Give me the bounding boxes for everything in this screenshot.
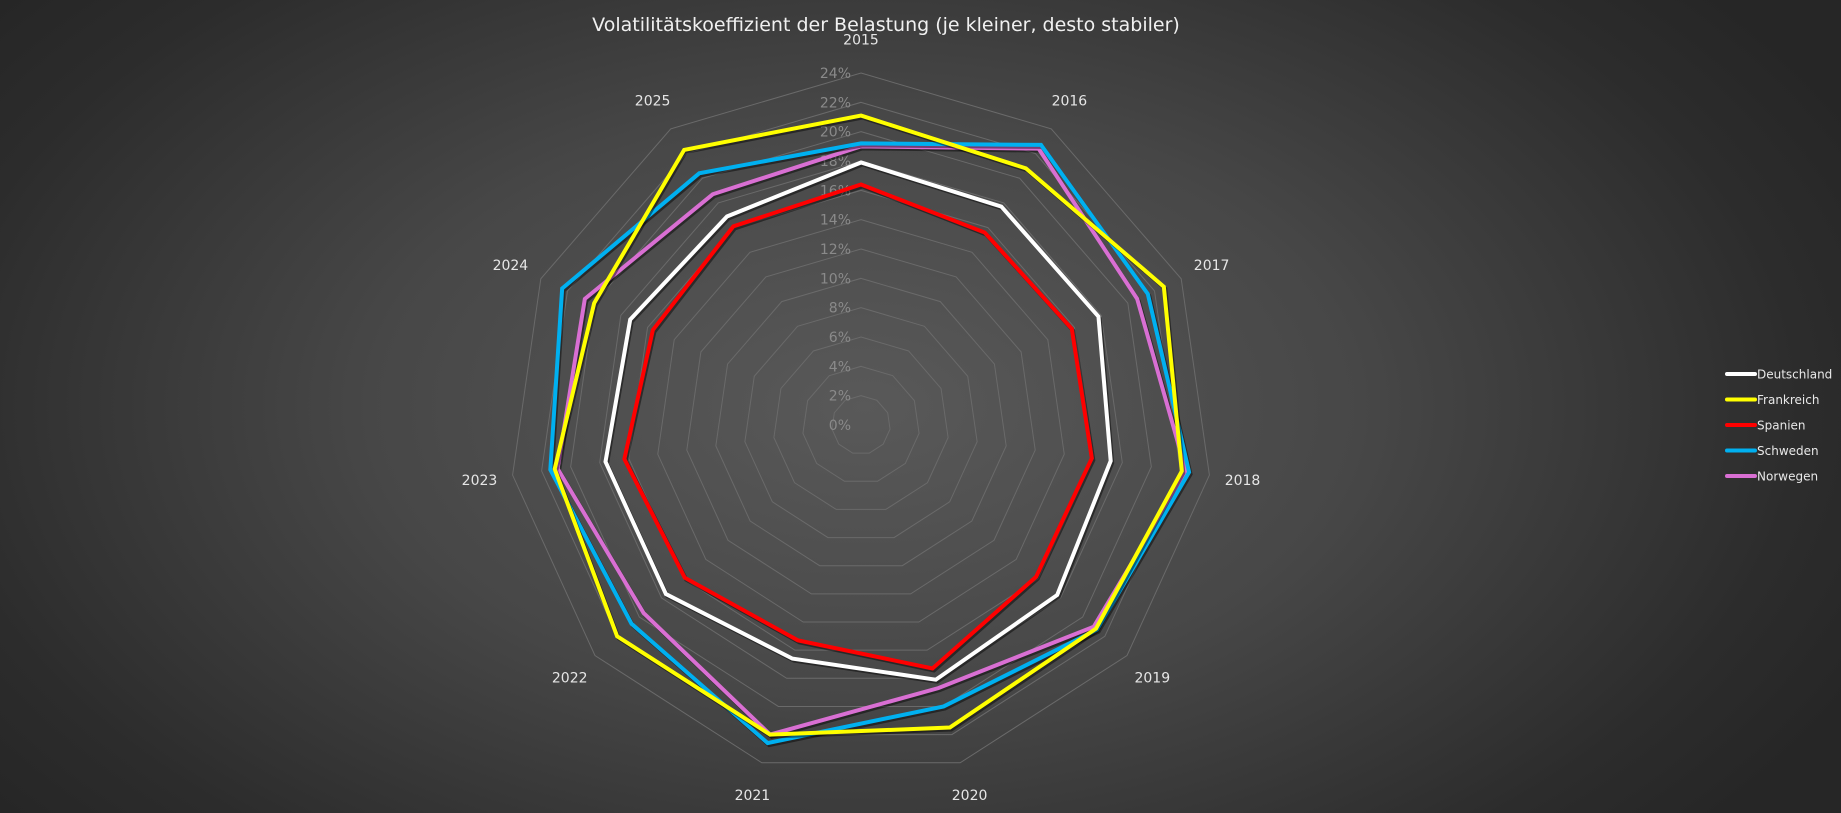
tick-label: 2%	[829, 389, 851, 405]
category-label: 2022	[552, 670, 588, 686]
category-label: 2017	[1194, 258, 1230, 274]
series-line-spanien	[622, 182, 1094, 671]
category-label: 2025	[635, 94, 671, 110]
grid-ring	[744, 307, 978, 539]
legend-label: Spanien	[1757, 419, 1806, 433]
grid-ring	[715, 277, 1007, 567]
grid-ring	[657, 219, 1065, 623]
grid-ring	[512, 72, 1210, 764]
radar-grid	[512, 72, 1210, 764]
series-shadow	[623, 184, 1096, 673]
category-label: 2021	[735, 788, 771, 804]
tick-label: 8%	[829, 301, 851, 317]
grid-ring	[773, 336, 949, 510]
category-label: 2020	[952, 788, 988, 804]
grid-ring	[686, 248, 1036, 595]
series-line-schweden	[548, 141, 1192, 746]
series-line-frankreich	[552, 113, 1184, 737]
legend-label: Frankreich	[1757, 393, 1819, 407]
grid-ring	[802, 365, 920, 482]
tick-label: 6%	[829, 330, 851, 346]
tick-label: 4%	[829, 359, 851, 375]
grid-ring	[570, 131, 1152, 707]
category-label: 2023	[462, 473, 498, 489]
category-label: 2024	[493, 258, 529, 274]
tick-label: 22%	[820, 95, 851, 111]
series-line-deutschland	[603, 160, 1113, 682]
tick-label: 10%	[820, 271, 851, 287]
grid-ring	[628, 189, 1094, 651]
series-lines	[548, 113, 1193, 748]
category-label: 2016	[1052, 94, 1088, 110]
tick-label: 20%	[820, 125, 851, 141]
category-label: 2015	[843, 33, 879, 49]
category-labels: 2015 2016 2017 2018 2019 2020 2021 2022 2023 2024…	[462, 33, 1261, 804]
tick-label: 12%	[820, 242, 851, 258]
series-shadow	[556, 146, 1190, 739]
category-label: 2019	[1134, 670, 1170, 686]
legend-label: Norwegen	[1757, 470, 1818, 484]
category-label: 2018	[1225, 473, 1261, 489]
tick-label: 24%	[820, 66, 851, 82]
chart-title: Volatilitätskoeffizient der Belastung (j…	[592, 14, 1180, 36]
legend-label: Deutschland	[1757, 368, 1832, 382]
legend: Deutschland Frankreich Spanien Schweden Norw…	[1725, 368, 1832, 484]
grid-ring	[599, 160, 1123, 679]
grid-ring	[831, 395, 891, 454]
tick-label: 0%	[829, 418, 851, 434]
legend-label: Schweden	[1757, 444, 1819, 458]
tick-label: 14%	[820, 213, 851, 229]
